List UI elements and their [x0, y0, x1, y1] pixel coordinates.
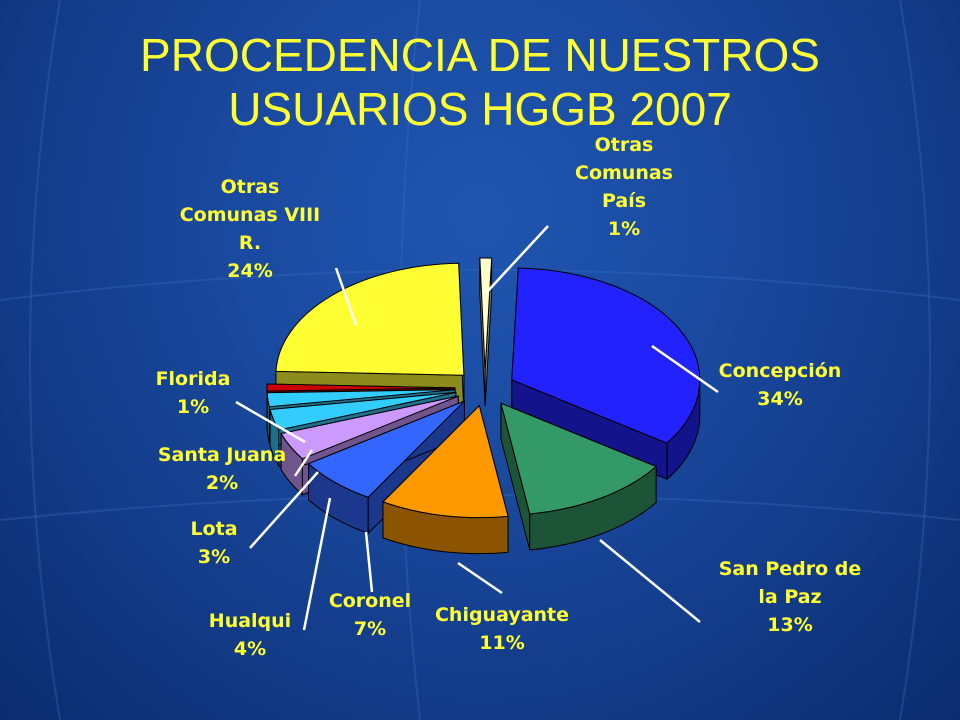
pie-slice-otras-pais [479, 257, 493, 407]
leader-line-santa-juana [293, 449, 314, 477]
label-name-otras-pais-1: Comunas [575, 162, 673, 184]
leader-line-concepcion [651, 344, 719, 394]
pie-slice-san-pedro [500, 402, 658, 551]
leader-line-san-pedro [599, 539, 701, 623]
leader-line-coronel [364, 531, 374, 593]
data-label-concepcion: Concepción 34% [719, 360, 842, 410]
label-name-san-pedro-0: San Pedro de [719, 558, 862, 580]
label-value-santa-juana: 2% [206, 472, 238, 494]
data-label-otras-viii: Otras Comunas VIII R. 24% [180, 176, 321, 282]
leader-line-chiguayante [457, 561, 503, 595]
label-value-lota: 3% [198, 546, 230, 568]
label-value-otras-viii: 24% [227, 260, 272, 282]
label-name-otras-viii-2: R. [239, 232, 261, 254]
data-label-coronel: Coronel 7% [329, 590, 411, 640]
leader-line-otras-viii [334, 267, 358, 326]
leader-line-lota [249, 471, 319, 549]
label-name-otras-pais-2: País [602, 190, 646, 212]
label-value-hualqui: 4% [234, 638, 266, 660]
leader-line-otras-pais [485, 225, 549, 294]
label-name-otras-viii-0: Otras [221, 176, 280, 198]
data-label-florida: Florida 1% [156, 368, 231, 418]
leader-line-hualqui [302, 497, 332, 631]
pie-slice-chiguayante [382, 404, 509, 555]
data-label-otras-pais: Otras Comunas País 1% [575, 134, 673, 240]
label-name-otras-pais-0: Otras [595, 134, 654, 156]
leader-line-florida [235, 400, 306, 444]
label-value-florida: 1% [177, 396, 209, 418]
data-label-chiguayante: Chiguayante 11% [435, 604, 569, 654]
title-line-1: PROCEDENCIA DE NUESTROS [140, 29, 820, 81]
label-name-coronel-0: Coronel [329, 590, 411, 612]
label-name-lota-0: Lota [190, 518, 237, 540]
data-label-san-pedro: San Pedro de la Paz 13% [719, 558, 862, 636]
label-value-coronel: 7% [354, 618, 386, 640]
label-name-santa-juana-0: Santa Juana [158, 444, 286, 466]
label-value-san-pedro: 13% [767, 614, 812, 636]
label-name-florida-0: Florida [156, 368, 231, 390]
slide-title: PROCEDENCIA DE NUESTROS USUARIOS HGGB 20… [0, 28, 960, 136]
title-line-2: USUARIOS HGGB 2007 [228, 83, 732, 135]
pie-slice-concepcion [511, 267, 701, 481]
label-name-chiguayante-0: Chiguayante [435, 604, 569, 626]
label-name-san-pedro-1: la Paz [758, 586, 821, 608]
data-label-lota: Lota 3% [190, 518, 237, 568]
data-label-santa-juana: Santa Juana 2% [158, 444, 286, 494]
label-name-otras-viii-1: Comunas VIII [180, 204, 321, 226]
label-value-concepcion: 34% [757, 388, 802, 410]
label-name-hualqui-0: Hualqui [209, 610, 291, 632]
label-value-otras-pais: 1% [608, 218, 640, 240]
data-label-hualqui: Hualqui 4% [209, 610, 291, 660]
label-name-concepcion-0: Concepción [719, 360, 842, 382]
label-value-chiguayante: 11% [479, 632, 524, 654]
